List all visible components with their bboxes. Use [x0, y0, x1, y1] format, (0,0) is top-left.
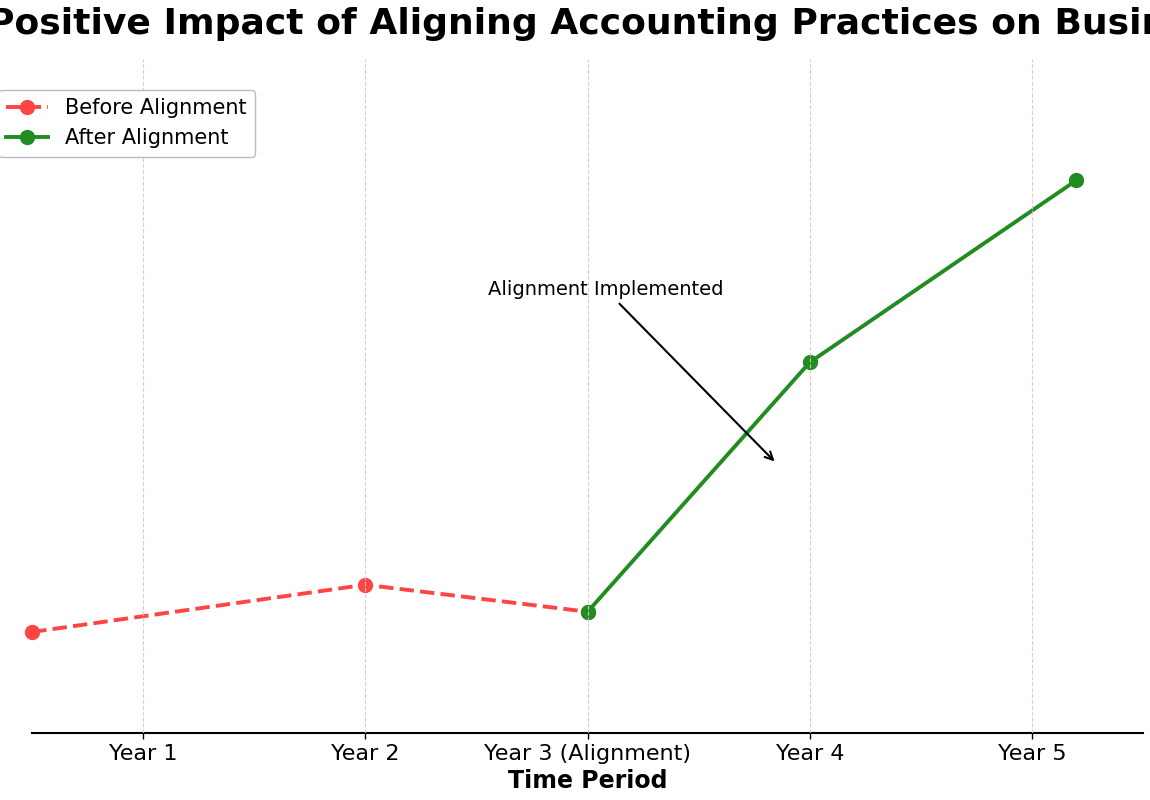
After Alignment [803, 358, 816, 367]
X-axis label: Time Period: Time Period [508, 769, 667, 793]
Before Alignment [359, 580, 373, 590]
After Alignment [581, 607, 595, 617]
Text: Alignment Implemented: Alignment Implemented [488, 280, 773, 460]
After Alignment [1070, 175, 1083, 185]
Legend: Before Alignment, After Alignment: Before Alignment, After Alignment [0, 90, 255, 157]
Before Alignment [581, 607, 595, 617]
Text: Positive Impact of Aligning Accounting Practices on Business Growth: Positive Impact of Aligning Accounting P… [0, 7, 1150, 41]
Line: Before Alignment: Before Alignment [25, 578, 595, 639]
Before Alignment [25, 627, 39, 637]
Line: After Alignment: After Alignment [581, 174, 1083, 618]
